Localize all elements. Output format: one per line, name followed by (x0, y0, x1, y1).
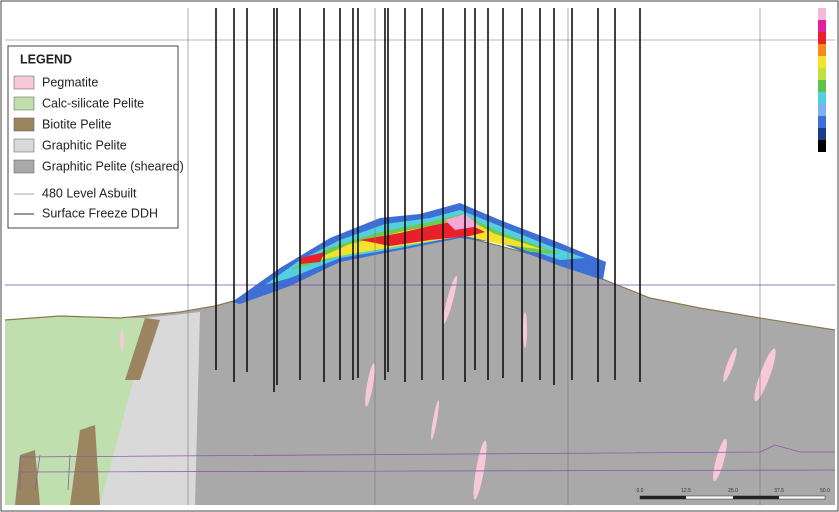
scale-label: 12.5 (681, 488, 691, 494)
legend-item: 480 Level Asbuilt (42, 186, 137, 200)
legend-box (7, 45, 179, 229)
scale-label: 37.5 (774, 488, 784, 494)
scale-label: 50.0 (820, 488, 830, 494)
scale-label: 0.0 (637, 488, 644, 494)
legend-item: Pegmatite (42, 75, 98, 89)
level-asbuilt (19, 444, 836, 491)
legend-title: LEGEND (20, 52, 72, 66)
legend-item: Biotite Pelite (42, 117, 112, 131)
calc-silicate-pelite (5, 316, 150, 505)
scale-label: 25.0 (728, 488, 738, 494)
legend-item: Graphitic Pelite (sheared) (42, 159, 184, 173)
legend: LEGEND Pegmatite Calc-silicate Pelite Bi… (7, 45, 184, 229)
legend-item: Graphitic Pelite (42, 138, 127, 152)
anomaly (232, 203, 606, 304)
sheared-graphitic-pelite (5, 236, 835, 505)
drill-holes (215, 8, 641, 392)
legend-item: Surface Freeze DDH (42, 206, 158, 220)
grid (5, 8, 835, 505)
graphitic-pelite (95, 312, 200, 505)
scale-bar: 0.0 12.5 25.0 37.5 50.0 (637, 488, 830, 500)
biotite-pelite (15, 318, 160, 505)
color-scale (818, 8, 826, 152)
legend-item: Calc-silicate Pelite (42, 96, 144, 110)
